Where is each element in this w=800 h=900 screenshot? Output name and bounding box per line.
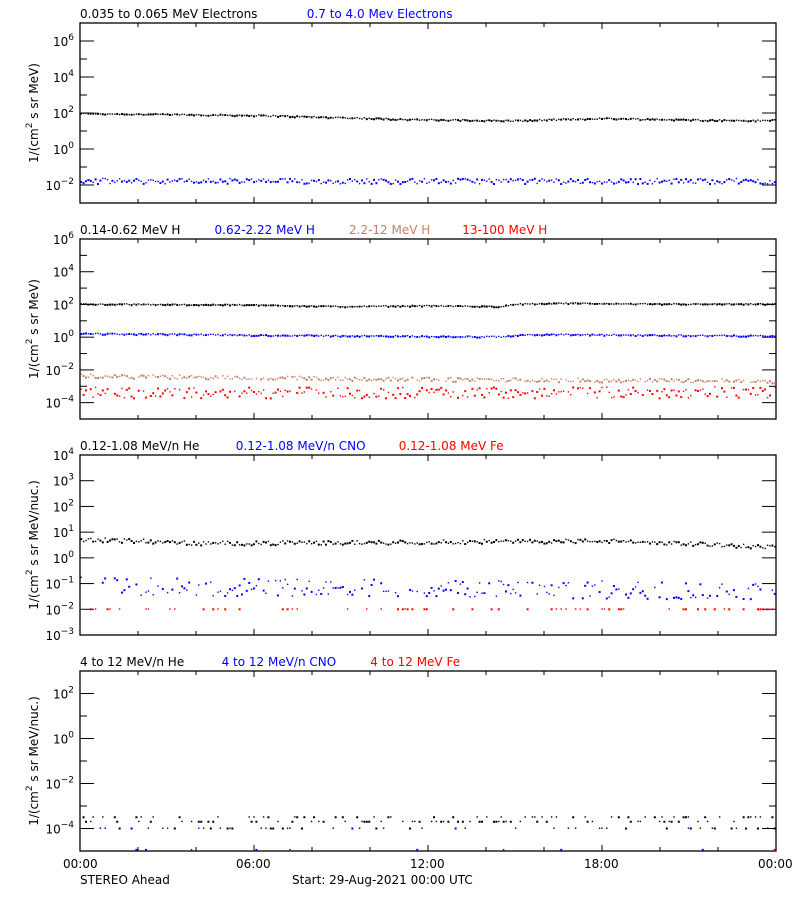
y-tick-label: 10−4 bbox=[45, 395, 74, 411]
y-tick-label: 102 bbox=[53, 686, 74, 702]
tick-label-x-0: 00:00 bbox=[63, 857, 98, 871]
y-tick-label: 10−3 bbox=[45, 627, 74, 643]
spacecraft-label: STEREO Ahead bbox=[80, 873, 170, 887]
panel-4: 4 to 12 MeV/n He 4 to 12 MeV/n CNO 4 to 12… bbox=[25, 655, 777, 852]
series bbox=[80, 576, 776, 601]
series bbox=[80, 302, 776, 309]
y-tick-label: 104 bbox=[53, 264, 74, 280]
series bbox=[82, 816, 776, 830]
panel-3: 0.12-1.08 MeV/n He 0.12-1.08 MeV/n CNO 0.1… bbox=[25, 439, 777, 643]
series bbox=[89, 608, 774, 611]
legend-label: 0.7 to 4.0 Mev Electrons bbox=[307, 7, 453, 21]
y-tick-label: 100 bbox=[53, 731, 74, 747]
legend-label: 13-100 MeV H bbox=[462, 223, 547, 237]
tick-label-x-3: 18:00 bbox=[584, 857, 619, 871]
y-axis-label: 1/(cm2 s sr MeV) bbox=[25, 279, 41, 379]
legend-label: 0.12-1.08 MeV/n He bbox=[80, 439, 199, 453]
y-tick-label: 10−1 bbox=[45, 576, 74, 592]
y-tick-label: 102 bbox=[53, 296, 74, 312]
y-tick-label: 101 bbox=[53, 524, 74, 540]
tick-label-x-2: 12:00 bbox=[410, 857, 445, 871]
legend-label: 0.12-1.08 MeV Fe bbox=[399, 439, 504, 453]
legend-label: 0.035 to 0.065 MeV Electrons bbox=[80, 7, 257, 21]
y-tick-label: 102 bbox=[53, 105, 74, 121]
y-axis-label: 1/(cm2 s sr MeV) bbox=[25, 63, 41, 163]
legend-label: 4 to 12 MeV Fe bbox=[370, 655, 460, 669]
plot-frame bbox=[79, 670, 777, 852]
y-tick-label: 10−4 bbox=[45, 821, 74, 837]
series bbox=[80, 373, 776, 385]
series bbox=[80, 112, 776, 123]
tick-label-x-1: 06:00 bbox=[236, 857, 271, 871]
y-axis-label: 1/(cm2 s sr MeV/nuc.) bbox=[25, 480, 41, 610]
y-tick-label: 103 bbox=[53, 473, 74, 489]
y-tick-label: 10−2 bbox=[45, 177, 74, 193]
plot-frame bbox=[79, 454, 777, 636]
plot-frame bbox=[79, 22, 777, 204]
y-tick-label: 102 bbox=[53, 498, 74, 514]
series bbox=[80, 332, 776, 339]
y-tick-label: 100 bbox=[53, 141, 74, 157]
y-tick-label: 100 bbox=[53, 550, 74, 566]
legend-label: 4 to 12 MeV/n CNO bbox=[222, 655, 337, 669]
tick-label-x-4: 00:00 bbox=[758, 857, 793, 871]
plot-frame bbox=[79, 238, 777, 420]
legend-label: 4 to 12 MeV/n He bbox=[80, 655, 184, 669]
legend-label: 0.62-2.22 MeV H bbox=[215, 223, 315, 237]
panel-1: 0.035 to 0.065 MeV Electrons 0.7 to 4.0 M… bbox=[25, 7, 777, 204]
y-tick-label: 104 bbox=[53, 447, 74, 463]
series bbox=[80, 537, 776, 550]
start-time-label: Start: 29-Aug-2021 00:00 UTC bbox=[292, 873, 473, 887]
panel-2: 0.14-0.62 MeV H 0.62-2.22 MeV H 2.2-12 MeV… bbox=[25, 223, 777, 420]
y-tick-label: 10−2 bbox=[45, 601, 74, 617]
series bbox=[80, 386, 776, 400]
legend-label: 0.14-0.62 MeV H bbox=[80, 223, 180, 237]
series bbox=[99, 827, 747, 851]
legend-label: 2.2-12 MeV H bbox=[349, 223, 430, 237]
y-tick-label: 106 bbox=[53, 33, 74, 49]
y-tick-label: 10−2 bbox=[45, 362, 74, 378]
legend-label: 0.12-1.08 MeV/n CNO bbox=[236, 439, 366, 453]
y-tick-label: 106 bbox=[53, 231, 74, 247]
y-tick-label: 100 bbox=[53, 329, 74, 345]
series bbox=[773, 848, 776, 851]
y-tick-label: 10−2 bbox=[45, 776, 74, 792]
series bbox=[80, 177, 776, 186]
y-tick-label: 104 bbox=[53, 69, 74, 85]
y-axis-label: 1/(cm2 s sr MeV/nuc.) bbox=[25, 696, 41, 826]
